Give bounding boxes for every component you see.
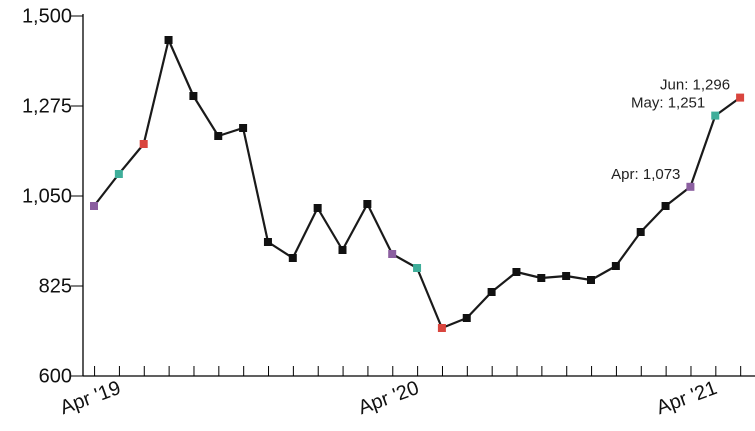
data-point (736, 93, 745, 102)
data-point (363, 200, 372, 208)
point-annotation: Jun: 1,296 (660, 77, 730, 94)
data-point (189, 92, 198, 100)
data-point (338, 246, 347, 254)
point-annotation: Apr: 1,073 (611, 166, 680, 183)
data-point (263, 238, 272, 246)
y-tick-label: 1,275 (22, 95, 72, 117)
data-point (537, 274, 546, 282)
y-axis-ticks: 600 825 1,050 1,275 1,500 (22, 5, 83, 387)
data-point (661, 202, 670, 210)
data-point (562, 272, 571, 280)
x-axis-ticks: Apr '19 Apr '20 Apr '21 (57, 366, 742, 419)
y-tick-label: 825 (39, 275, 72, 297)
point-annotation: May: 1,251 (631, 95, 705, 112)
data-point (388, 250, 397, 258)
data-point (114, 170, 123, 178)
x-tick-label: Apr '21 (654, 377, 720, 419)
data-point (90, 202, 98, 210)
data-point (437, 324, 446, 332)
data-point (512, 268, 521, 276)
data-point (636, 228, 645, 236)
chart-axes (82, 14, 755, 377)
y-tick-label: 600 (39, 365, 72, 387)
data-point (462, 314, 471, 322)
series-line (93, 38, 741, 330)
data-point (164, 36, 173, 44)
data-point (139, 140, 148, 148)
data-point (288, 254, 297, 262)
data-point (587, 276, 595, 284)
data-point (686, 182, 695, 191)
x-tick-label: Apr '20 (355, 377, 421, 419)
data-point (611, 262, 620, 270)
data-point (214, 132, 223, 140)
y-tick-label: 1,050 (22, 185, 72, 207)
data-point (313, 204, 322, 212)
data-point (413, 264, 422, 272)
y-tick-label: 1,500 (22, 5, 72, 27)
data-points (90, 36, 745, 332)
data-point (487, 288, 496, 296)
data-point (711, 111, 720, 120)
data-point (239, 124, 248, 132)
